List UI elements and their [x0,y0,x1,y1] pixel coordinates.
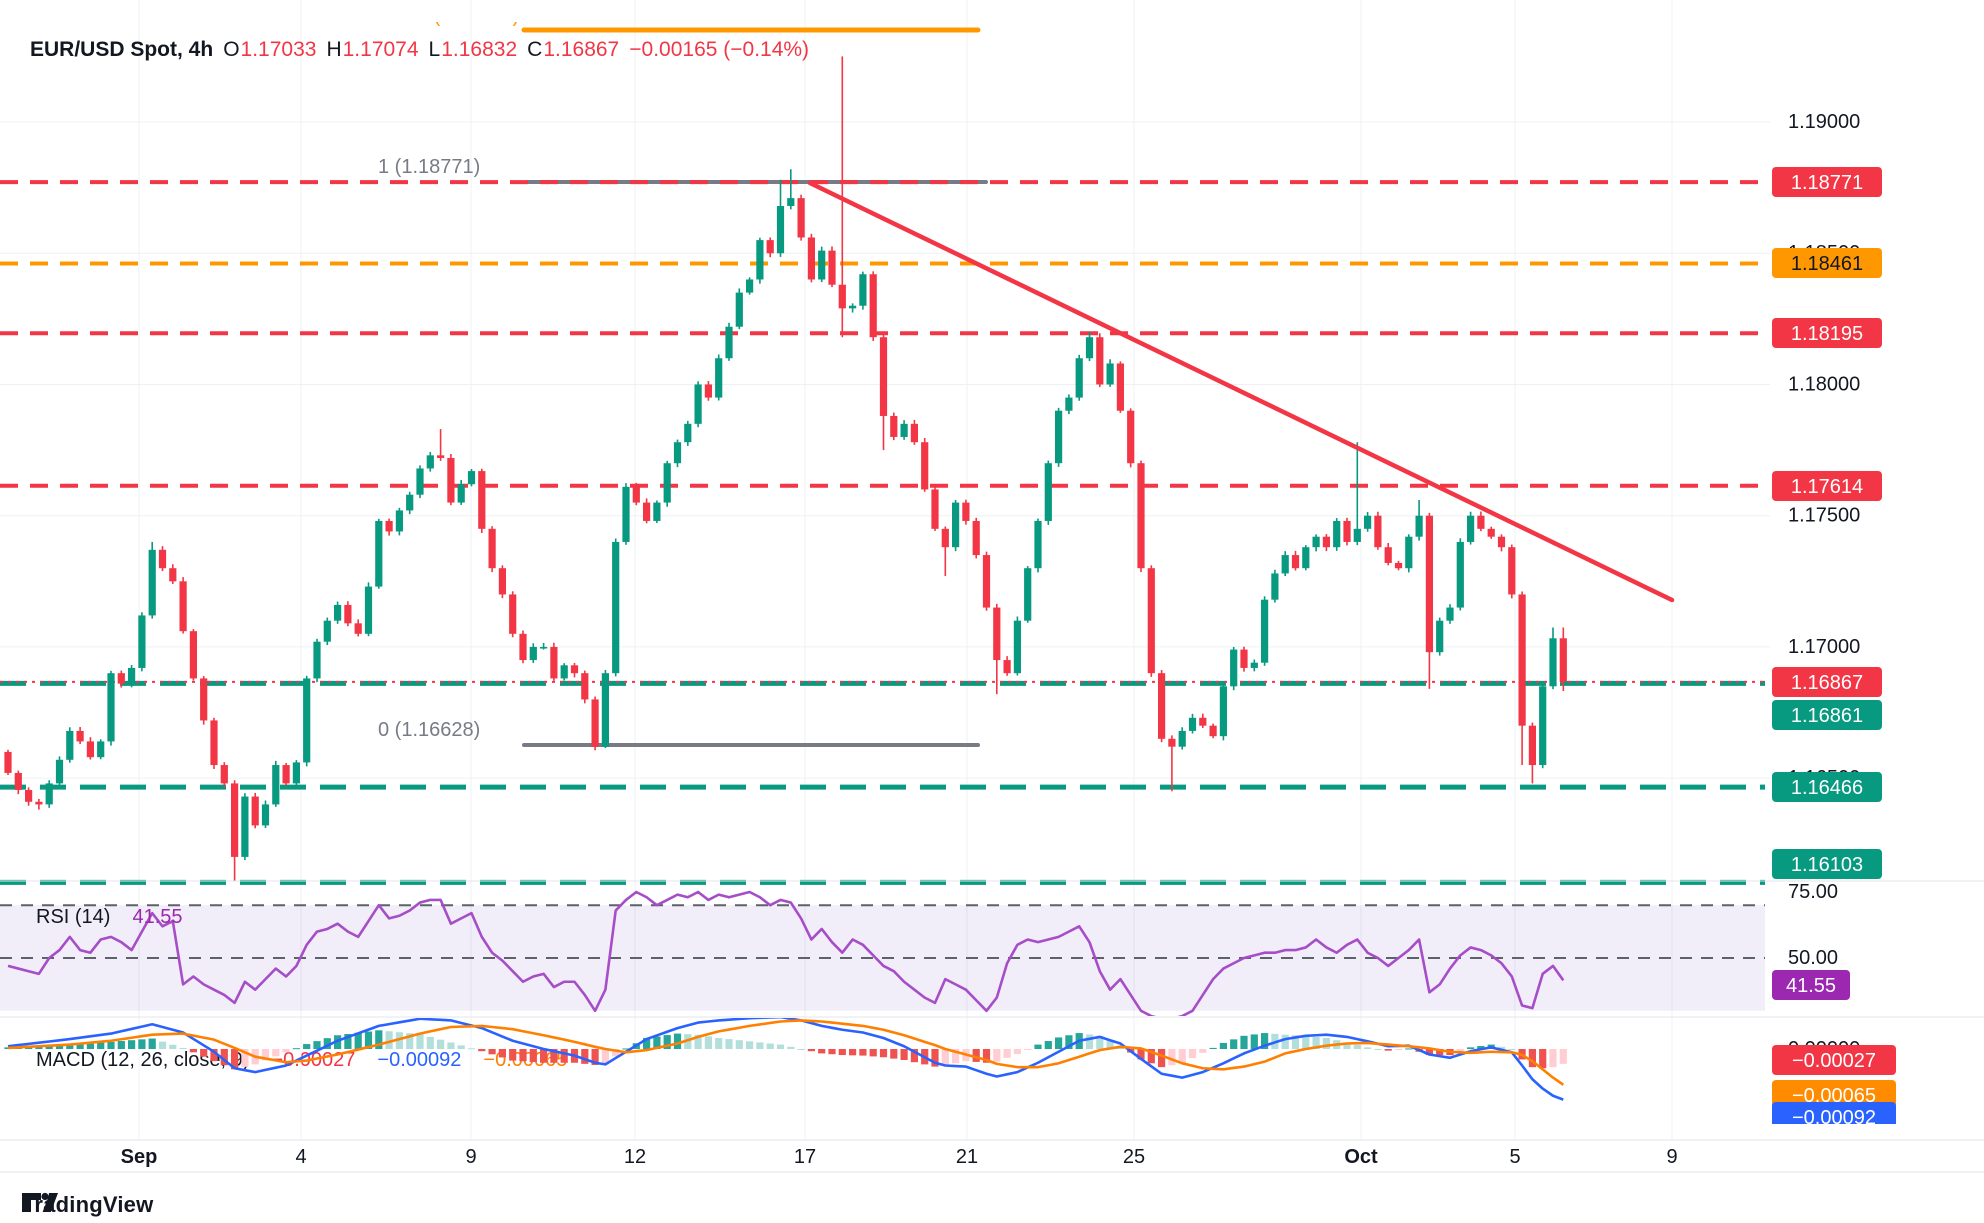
svg-text:9: 9 [1666,1146,1677,1168]
change-value: −0.00165 (−0.14%) [629,38,810,61]
tradingview-logo-icon [22,1192,58,1212]
macd-label: MACD (12, 26, close, 9) [36,1049,250,1071]
svg-text:−0.00092: −0.00092 [1792,1107,1876,1129]
trendline[interactable] [807,180,1675,603]
price-axis[interactable]: 1.190001.185001.180001.175001.170001.165… [1772,111,1896,1132]
low-value: L 1.16832 [428,38,518,61]
high-value: H 1.17074 [326,38,419,61]
symbol-legend[interactable]: EUR/USD Spot, 4h O 1.17033 H 1.17074 L 1.16… [30,38,809,62]
close-value: C 1.16867 [527,38,620,61]
svg-text:1.16861: 1.16861 [1791,705,1863,727]
svg-text:−0.00027: −0.00027 [1792,1050,1876,1072]
svg-text:1.18195: 1.18195 [1791,323,1863,345]
svg-text:0 (1.16628): 0 (1.16628) [378,719,480,741]
rsi-value: 41.55 [132,906,183,928]
svg-text:25: 25 [1123,1146,1145,1168]
pane-borders [0,880,1984,1173]
svg-text:9: 9 [465,1146,476,1168]
open-value: O 1.17033 [223,38,317,61]
rsi-plot [7,890,1565,1016]
svg-text:1.16103: 1.16103 [1791,854,1863,876]
svg-text:1.17500: 1.17500 [1788,505,1860,527]
svg-text:1.18000: 1.18000 [1788,373,1860,395]
svg-text:5: 5 [1509,1146,1520,1168]
fib-retracement[interactable]: 1 (1.18771) 0 (1.16628) 1.272 (1.19354) [378,5,988,747]
svg-text:Sep: Sep [121,1146,158,1168]
svg-text:21: 21 [956,1146,978,1168]
svg-text:1.18771: 1.18771 [1791,172,1863,194]
svg-text:17: 17 [794,1146,816,1168]
svg-text:4: 4 [295,1146,306,1168]
svg-text:41.55: 41.55 [1786,975,1836,997]
svg-text:1.17614: 1.17614 [1791,476,1863,498]
svg-text:1 (1.18771): 1 (1.18771) [378,156,480,178]
svg-text:75.00: 75.00 [1788,881,1838,903]
macd-plot [4,1018,1567,1101]
svg-text:1.16867: 1.16867 [1791,672,1863,694]
candles [4,56,1567,881]
svg-text:Oct: Oct [1344,1146,1378,1168]
svg-text:−0.00065: −0.00065 [1792,1085,1876,1107]
symbol-title: EUR/USD Spot, 4h [30,38,214,61]
macd-line-value: −0.00092 [377,1049,462,1071]
svg-text:50.00: 50.00 [1788,947,1838,969]
svg-text:1.18461: 1.18461 [1791,253,1863,275]
time-axis[interactable]: Sep 4 9 12 17 21 25 Oct 5 9 [121,1146,1678,1168]
rsi-label: RSI (14) [36,906,111,928]
level-lines[interactable] [0,180,1765,885]
svg-text:12: 12 [624,1146,646,1168]
rsi-band [0,904,1765,1011]
svg-text:1.16466: 1.16466 [1791,777,1863,799]
svg-text:1.272 (1.19354): 1.272 (1.19354) [378,5,519,27]
svg-text:1.19000: 1.19000 [1788,111,1860,133]
tradingview-logo[interactable]: TradingView [22,1192,153,1218]
rsi-legend[interactable]: RSI (14) 41.55 [36,906,183,929]
svg-text:1.17000: 1.17000 [1788,636,1860,658]
